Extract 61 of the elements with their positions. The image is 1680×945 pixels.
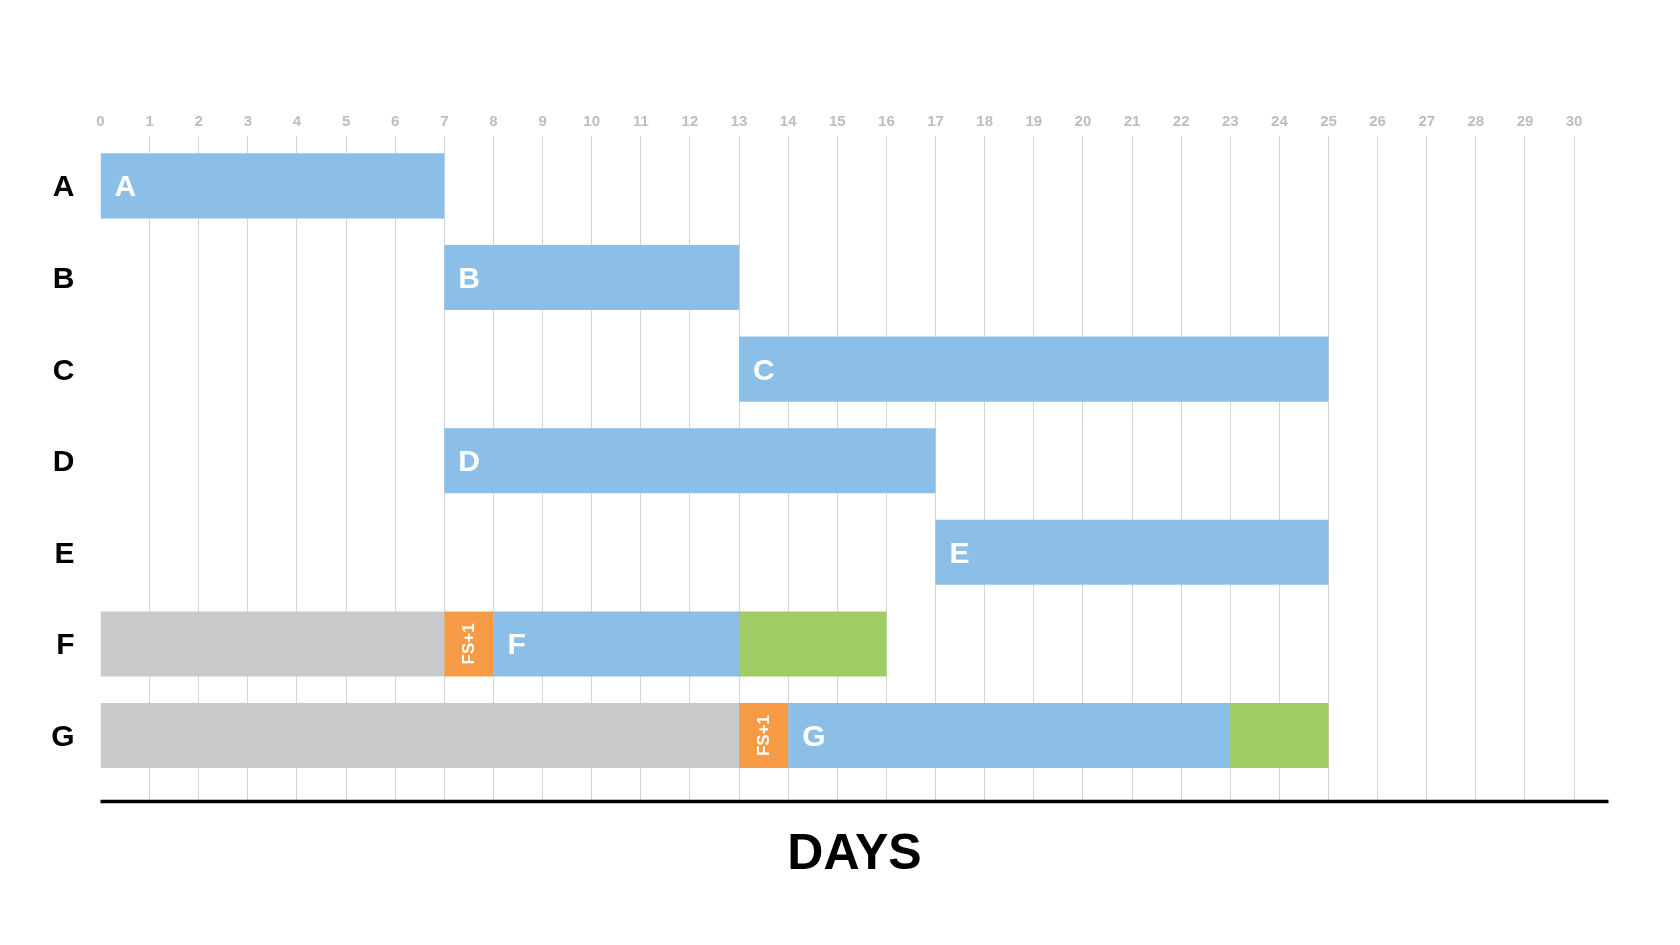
x-tick-label: 3 <box>243 111 253 129</box>
x-tick-label: 5 <box>341 111 351 129</box>
x-tick-label: 18 <box>976 111 994 129</box>
x-tick-label: 20 <box>1074 111 1092 129</box>
x-axis-title: DAYS <box>787 823 922 880</box>
bar <box>100 611 445 677</box>
x-tick-label: 0 <box>96 111 105 129</box>
bar <box>444 428 936 494</box>
x-tick-label: 19 <box>1025 111 1043 129</box>
y-tick-label: A <box>52 169 75 203</box>
x-tick-label: 22 <box>1172 111 1190 129</box>
y-tick-label: G <box>51 719 75 753</box>
y-tick-label: B <box>52 260 75 294</box>
x-tick-label: 16 <box>878 111 895 129</box>
x-tick-label: 13 <box>730 111 748 129</box>
data-label: FS+1 <box>459 623 479 665</box>
x-tick-label: 14 <box>779 111 798 129</box>
y-tick-label: D <box>52 444 75 478</box>
x-tick-label: 10 <box>583 111 601 129</box>
y-tick-label: C <box>52 352 75 386</box>
x-tick-label: 11 <box>632 111 649 129</box>
annotation: F <box>507 627 526 661</box>
x-tick-label: 28 <box>1467 111 1485 129</box>
x-tick-label: 29 <box>1516 111 1534 129</box>
bar <box>444 611 494 677</box>
bar <box>739 611 887 677</box>
bar <box>100 153 445 219</box>
x-tick-label: 8 <box>489 111 498 129</box>
x-tick-label: 12 <box>681 111 699 129</box>
annotation: D <box>458 444 481 478</box>
annotation: A <box>114 169 137 203</box>
bar <box>788 703 1231 769</box>
x-tick-label: 27 <box>1418 111 1436 129</box>
x-tick-label: 21 <box>1123 111 1141 129</box>
x-tick-label: 17 <box>927 111 944 129</box>
bar <box>444 244 740 311</box>
y-tick-label: F <box>56 627 75 661</box>
annotation: E <box>949 535 970 569</box>
x-tick-label: 25 <box>1320 111 1337 129</box>
x-tick-label: 9 <box>538 111 547 129</box>
annotation: B <box>458 260 481 294</box>
bar <box>739 703 789 769</box>
x-tick-label: 24 <box>1271 111 1289 129</box>
annotation: C <box>753 352 775 386</box>
x-tick-label: 30 <box>1565 111 1583 129</box>
bar <box>739 336 1329 402</box>
x-tick-label: 15 <box>828 111 846 129</box>
bar <box>935 519 1329 585</box>
x-tick-label: 6 <box>391 111 400 129</box>
x-tick-label: 23 <box>1221 111 1239 129</box>
x-tick-label: 1 <box>145 111 154 129</box>
x-tick-label: 4 <box>292 111 302 129</box>
bar <box>493 611 740 677</box>
x-tick-label: 26 <box>1369 111 1386 129</box>
x-tick-label: 2 <box>194 111 203 129</box>
x-tick-label: 7 <box>440 111 449 129</box>
data-label: FS+1 <box>754 714 774 757</box>
annotation: G <box>802 719 826 753</box>
y-tick-label: E <box>54 535 75 569</box>
bar <box>1230 703 1329 769</box>
bar <box>100 703 740 769</box>
